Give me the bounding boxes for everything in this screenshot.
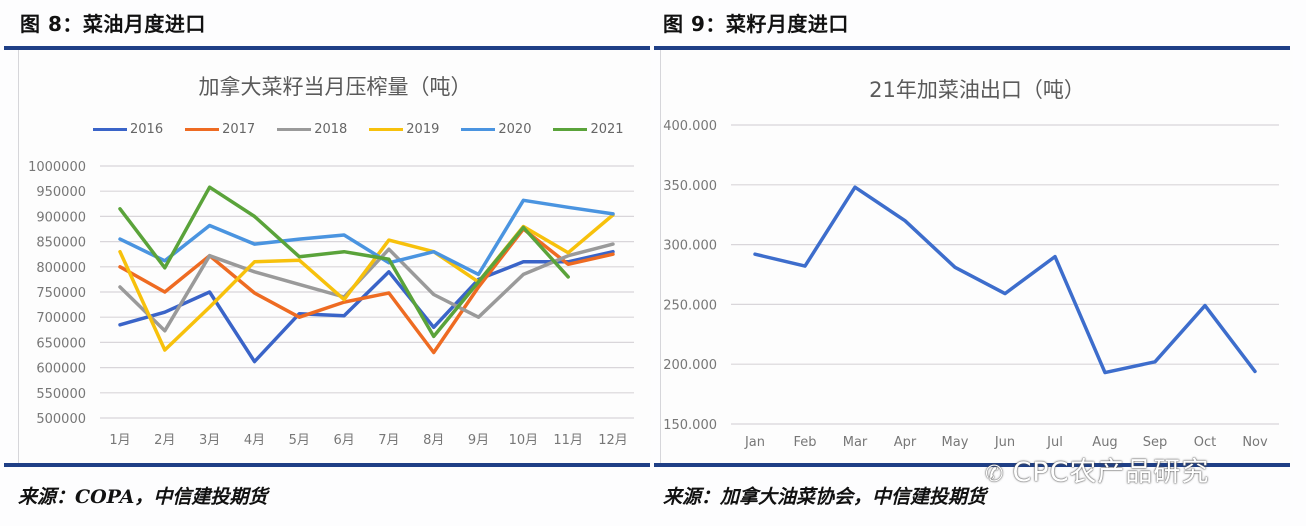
x-tick-label: Jun xyxy=(994,435,1015,450)
series-line-2016 xyxy=(118,249,615,364)
x-tick-label: Nov xyxy=(1242,435,1268,450)
x-tick-label: Mar xyxy=(843,435,868,450)
legend-swatch xyxy=(369,128,404,131)
x-tick-label: Apr xyxy=(894,435,917,450)
figure-9-title: 图 9：菜籽月度进口 xyxy=(663,12,849,36)
y-tick-label: 250.000 xyxy=(663,298,717,313)
y-tick-label: 150.000 xyxy=(663,418,717,433)
x-tick-label: Feb xyxy=(793,435,816,450)
x-tick-label: 8月 xyxy=(423,433,444,448)
top-rule-left xyxy=(4,46,650,50)
legend-item-2020: 2020 xyxy=(461,122,531,137)
right-line-chart: 400.000 350.000 300.000 250.000 200.000 150.0… xyxy=(663,119,1279,450)
legend-swatch xyxy=(553,128,588,131)
y-tick-label: 200.000 xyxy=(663,358,717,373)
y-tick-label: 850000 xyxy=(36,236,86,251)
x-tick-label: May xyxy=(942,435,969,450)
x-tick-label: 4月 xyxy=(244,433,265,448)
legend-swatch xyxy=(185,128,220,131)
x-tick-label: 6月 xyxy=(333,433,354,448)
legend-swatch xyxy=(277,128,312,131)
x-tick-label: 9月 xyxy=(468,433,489,448)
top-rule-right xyxy=(654,46,1290,50)
y-tick-label: 300.000 xyxy=(663,239,717,254)
series-line-2018 xyxy=(118,242,615,333)
x-tick-label: 12月 xyxy=(598,433,628,448)
y-tick-label: 650000 xyxy=(36,336,86,351)
x-tick-label: 3月 xyxy=(199,433,220,448)
legend-swatch xyxy=(461,128,496,131)
legend-item-2017: 2017 xyxy=(185,122,255,137)
x-tick-label: 11月 xyxy=(553,433,583,448)
legend-label: 2018 xyxy=(314,122,348,137)
watermark: ✆ CPC农产品研究 xyxy=(985,450,1209,489)
x-tick-label: 5月 xyxy=(289,433,310,448)
x-tick-label: Sep xyxy=(1143,435,1168,450)
y-tick-label: 1000000 xyxy=(28,160,86,175)
y-tick-label: 950000 xyxy=(36,185,86,200)
x-tick-label: Jul xyxy=(1046,435,1063,450)
series-line-21年加菜油出口 xyxy=(753,185,1257,375)
legend-item-2021: 2021 xyxy=(553,122,624,137)
series-line-2021 xyxy=(118,185,570,339)
y-tick-label: 700000 xyxy=(36,311,86,326)
legend-label: 2020 xyxy=(498,122,532,137)
legend-item-2018: 2018 xyxy=(277,122,347,137)
y-tick-label: 500000 xyxy=(36,412,86,427)
bottom-rule-left xyxy=(4,463,650,467)
y-tick-label: 550000 xyxy=(36,387,86,402)
series-line-2019 xyxy=(118,213,615,352)
x-tick-label: Jan xyxy=(744,435,765,450)
legend-label: 2021 xyxy=(590,122,624,137)
y-tick-label: 350.000 xyxy=(663,179,717,194)
y-tick-label: 900000 xyxy=(36,210,86,225)
x-tick-label: 1月 xyxy=(109,433,130,448)
y-tick-label: 600000 xyxy=(36,362,86,377)
left-chart-legend: 2016 2017 2018 2019 2020 2021 xyxy=(93,122,624,137)
y-tick-label: 400.000 xyxy=(663,119,717,134)
legend-label: 2019 xyxy=(406,122,440,137)
x-tick-label: Aug xyxy=(1092,435,1117,450)
series-line-2020 xyxy=(118,198,615,277)
figure-8-title: 图 8：菜油月度进口 xyxy=(20,12,206,36)
watermark-text: CPC农产品研究 xyxy=(1012,457,1210,488)
x-tick-label: 7月 xyxy=(378,433,399,448)
y-tick-label: 800000 xyxy=(36,261,86,276)
left-chart-panel: 加拿大菜籽当月压榨量（吨） 2016 2017 2018 2019 2020 2021 xyxy=(18,50,651,463)
left-line-chart: 1000000 950000 900000 850000 800000 750000 700… xyxy=(28,160,634,448)
right-chart-title: 21年加菜油出口（吨） xyxy=(869,78,1085,102)
wechat-icon: ✆ xyxy=(985,462,1005,487)
legend-label: 2017 xyxy=(222,122,256,137)
right-source-note: 来源：加拿大油菜协会，中信建投期货 xyxy=(663,486,987,508)
left-chart-title: 加拿大菜籽当月压榨量（吨） xyxy=(198,75,472,99)
legend-item-2016: 2016 xyxy=(93,122,163,137)
left-source-note: 来源：COPA，中信建投期货 xyxy=(18,486,268,508)
x-tick-label: Oct xyxy=(1194,435,1216,450)
legend-item-2019: 2019 xyxy=(369,122,439,137)
x-tick-label: 10月 xyxy=(509,433,539,448)
legend-swatch xyxy=(93,128,127,131)
y-tick-label: 750000 xyxy=(36,286,86,301)
x-tick-label: 2月 xyxy=(154,433,175,448)
bottom-rule-right xyxy=(654,463,1290,467)
legend-label: 2016 xyxy=(130,122,164,137)
